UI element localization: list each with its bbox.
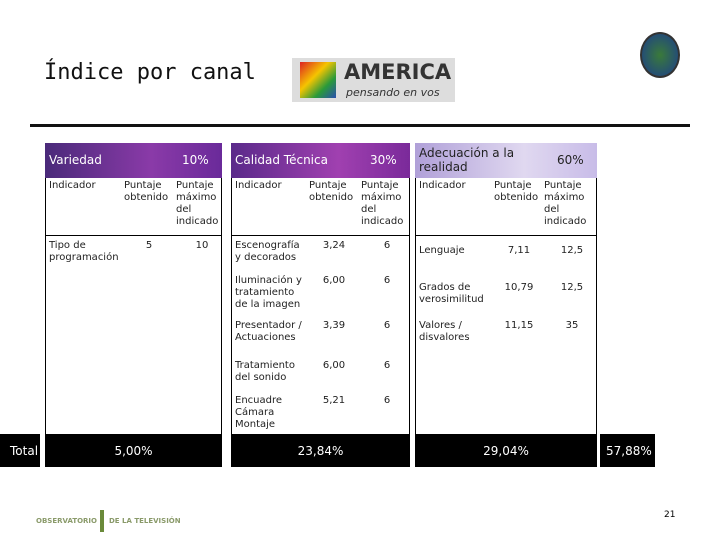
total-cell [0, 434, 40, 467]
footer-mark [100, 510, 104, 532]
score: 6 [383, 240, 391, 251]
header-rule [45, 235, 222, 236]
score: 3,39 [322, 320, 346, 331]
panel-name: Variedad [49, 153, 102, 167]
score: 7,11 [507, 245, 531, 256]
logo-tagline: pensando en vos [346, 86, 440, 99]
grand-total: 57,88% [606, 444, 652, 458]
panel-name: Adecuación a la realidad [419, 146, 515, 174]
column-header: Indicador [235, 180, 282, 191]
column-header: Puntaje máximo del indicado [544, 180, 587, 227]
column-header: Puntaje máximo del indicado [361, 180, 404, 227]
score: 5 [145, 240, 153, 251]
panel-weight: 10% [182, 153, 209, 167]
indicator: Escenografía y decorados [235, 240, 300, 263]
panel-weight: 60% [557, 153, 584, 167]
score: 11,15 [504, 320, 534, 331]
indicator: Encuadre Cámara Montaje [235, 395, 283, 430]
score: 12,5 [560, 245, 584, 256]
panel-body [415, 178, 597, 434]
panel-name: Calidad Técnica [235, 153, 328, 167]
indicator: Grados de verosimilitud [419, 282, 484, 305]
score: 6,00 [322, 360, 346, 371]
total-cell [45, 434, 222, 467]
indicator: Iluminación y tratamiento de la imagen [235, 275, 302, 310]
score: 5,21 [322, 395, 346, 406]
total-cell [415, 434, 597, 467]
panel-body [231, 178, 410, 434]
logo-icon [300, 62, 336, 98]
column-header: Puntaje obtenido [309, 180, 354, 203]
column-header: Puntaje obtenido [494, 180, 539, 203]
indicator: Tratamiento del sonido [235, 360, 295, 383]
panel-body [45, 178, 222, 434]
score: 6 [383, 360, 391, 371]
column-header: Puntaje obtenido [124, 180, 169, 203]
column-header: Indicador [419, 180, 466, 191]
panel-header [231, 143, 410, 178]
grand-total-cell [600, 434, 655, 467]
header-rule [231, 235, 410, 236]
footer-org-left: OBSERVATORIO [36, 517, 97, 525]
indicator: Valores / disvalores [419, 320, 470, 343]
column-header: Puntaje máximo del indicado [176, 180, 219, 227]
panel-header [45, 143, 222, 178]
panel-total: 29,04% [483, 444, 529, 458]
panel-header [415, 143, 597, 178]
panel-total: 5,00% [114, 444, 153, 458]
footer-org-right: DE LA TELEVISIÓN [109, 517, 181, 525]
score: 6 [383, 395, 391, 406]
logo-name: AMERICA [344, 60, 452, 84]
score: 3,24 [322, 240, 346, 251]
score: 35 [565, 320, 579, 331]
page-number: 21 [664, 510, 676, 520]
score: 6 [383, 275, 391, 286]
panel-total: 23,84% [297, 444, 344, 458]
logo: AMERICA pensando en vos [292, 58, 455, 102]
score: 12,5 [560, 282, 584, 293]
divider [30, 124, 690, 127]
score: 10 [195, 240, 209, 251]
title: Índice por canal [44, 60, 256, 85]
indicator: Lenguaje [419, 245, 465, 256]
total-cell [231, 434, 410, 467]
indicator: Presentador / Actuaciones [235, 320, 302, 343]
emblem [640, 32, 680, 78]
panel-weight: 30% [370, 153, 397, 167]
score: 6 [383, 320, 391, 331]
score: 6,00 [322, 275, 346, 286]
total-label: Total [10, 444, 39, 458]
column-header: Indicador [49, 180, 96, 191]
score: 10,79 [504, 282, 534, 293]
header-rule [415, 235, 597, 236]
indicator: Tipo de programación [49, 240, 119, 263]
